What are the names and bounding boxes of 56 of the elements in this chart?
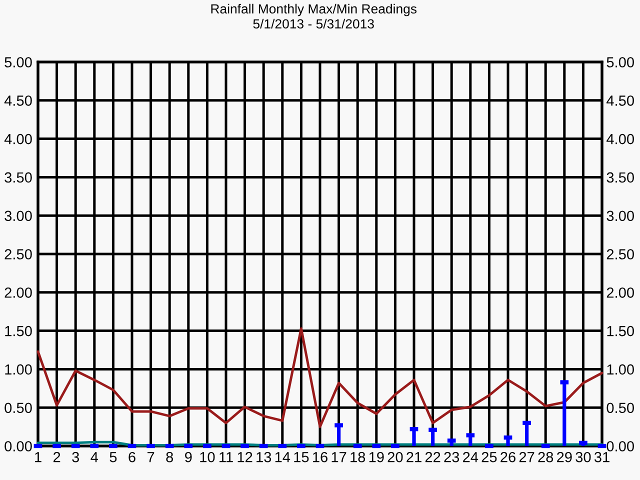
x-tick-label: 24 (463, 452, 478, 462)
x-tick-label: 20 (388, 452, 403, 462)
x-tick-label: 29 (557, 452, 572, 462)
x-tick-label: 23 (444, 452, 460, 462)
y-tick-label: 0.50 (4, 402, 32, 414)
y-tick-label: 5.00 (4, 57, 32, 68)
y-tick-label: 1.50 (5, 326, 32, 336)
x-tick-label: 7 (147, 452, 154, 462)
x-tick-label: 25 (482, 452, 497, 462)
y2-tick-label: 3.50 (606, 172, 634, 183)
x-tick-label: 13 (256, 452, 272, 462)
x-tick-label: 3 (72, 452, 80, 462)
y2-tick-label: 1.50 (607, 326, 634, 336)
y2-tick-label: 0.00 (606, 441, 634, 452)
chart-title: Rainfall Monthly Max/Min Readings (211, 4, 417, 16)
x-tick-label: 22 (425, 452, 440, 462)
x-tick-label: 2 (53, 452, 60, 462)
x-tick-label: 26 (500, 452, 516, 462)
x-tick-label: 31 (594, 452, 610, 462)
y2-tick-label: 4.00 (606, 134, 634, 144)
x-tick-label: 18 (350, 452, 366, 462)
x-tick-label: 15 (294, 452, 309, 462)
line-series (36, 327, 604, 428)
y2-tick-label: 4.50 (606, 96, 634, 106)
y2-tick-label: 5.00 (606, 57, 634, 68)
x-tick-label: 21 (406, 452, 422, 462)
y-tick-label: 0.00 (4, 441, 32, 452)
x-tick-label: 1 (35, 452, 42, 462)
x-tick-label: 27 (519, 452, 534, 462)
x-tick-label: 28 (538, 452, 554, 462)
x-tick-label: 4 (90, 452, 98, 462)
y2-tick-label: 0.50 (606, 402, 634, 414)
x-tick-label: 14 (275, 452, 290, 462)
y2-tick-label: 2.50 (606, 249, 634, 260)
y-tick-label: 3.00 (4, 210, 32, 222)
x-tick-label: 19 (369, 452, 384, 462)
x-tick-label: 6 (128, 452, 136, 462)
y-tick-label: 4.50 (4, 96, 32, 106)
x-tick-label: 30 (576, 452, 591, 462)
y-tick-label: 1.00 (5, 364, 32, 375)
chart-subtitle: 5/1/2013 - 5/31/2013 (253, 18, 374, 29)
x-tick-label: 16 (313, 452, 328, 462)
y-tick-label: 2.50 (4, 249, 32, 260)
x-tick-label: 10 (200, 452, 215, 462)
y2-tick-label: 3.00 (606, 210, 634, 222)
x-tick-label: 8 (166, 452, 174, 462)
x-tick-label: 9 (185, 452, 192, 462)
y-tick-label: 2.00 (4, 288, 32, 298)
x-tick-label: 5 (110, 452, 117, 462)
y-tick-label: 3.50 (4, 172, 32, 183)
y2-tick-label: 1.00 (607, 364, 634, 375)
x-tick-label: 12 (238, 452, 252, 462)
x-tick-label: 17 (332, 452, 346, 462)
y2-tick-label: 2.00 (606, 288, 634, 298)
y-tick-label: 4.00 (4, 134, 32, 144)
x-tick-label: 11 (220, 452, 233, 462)
